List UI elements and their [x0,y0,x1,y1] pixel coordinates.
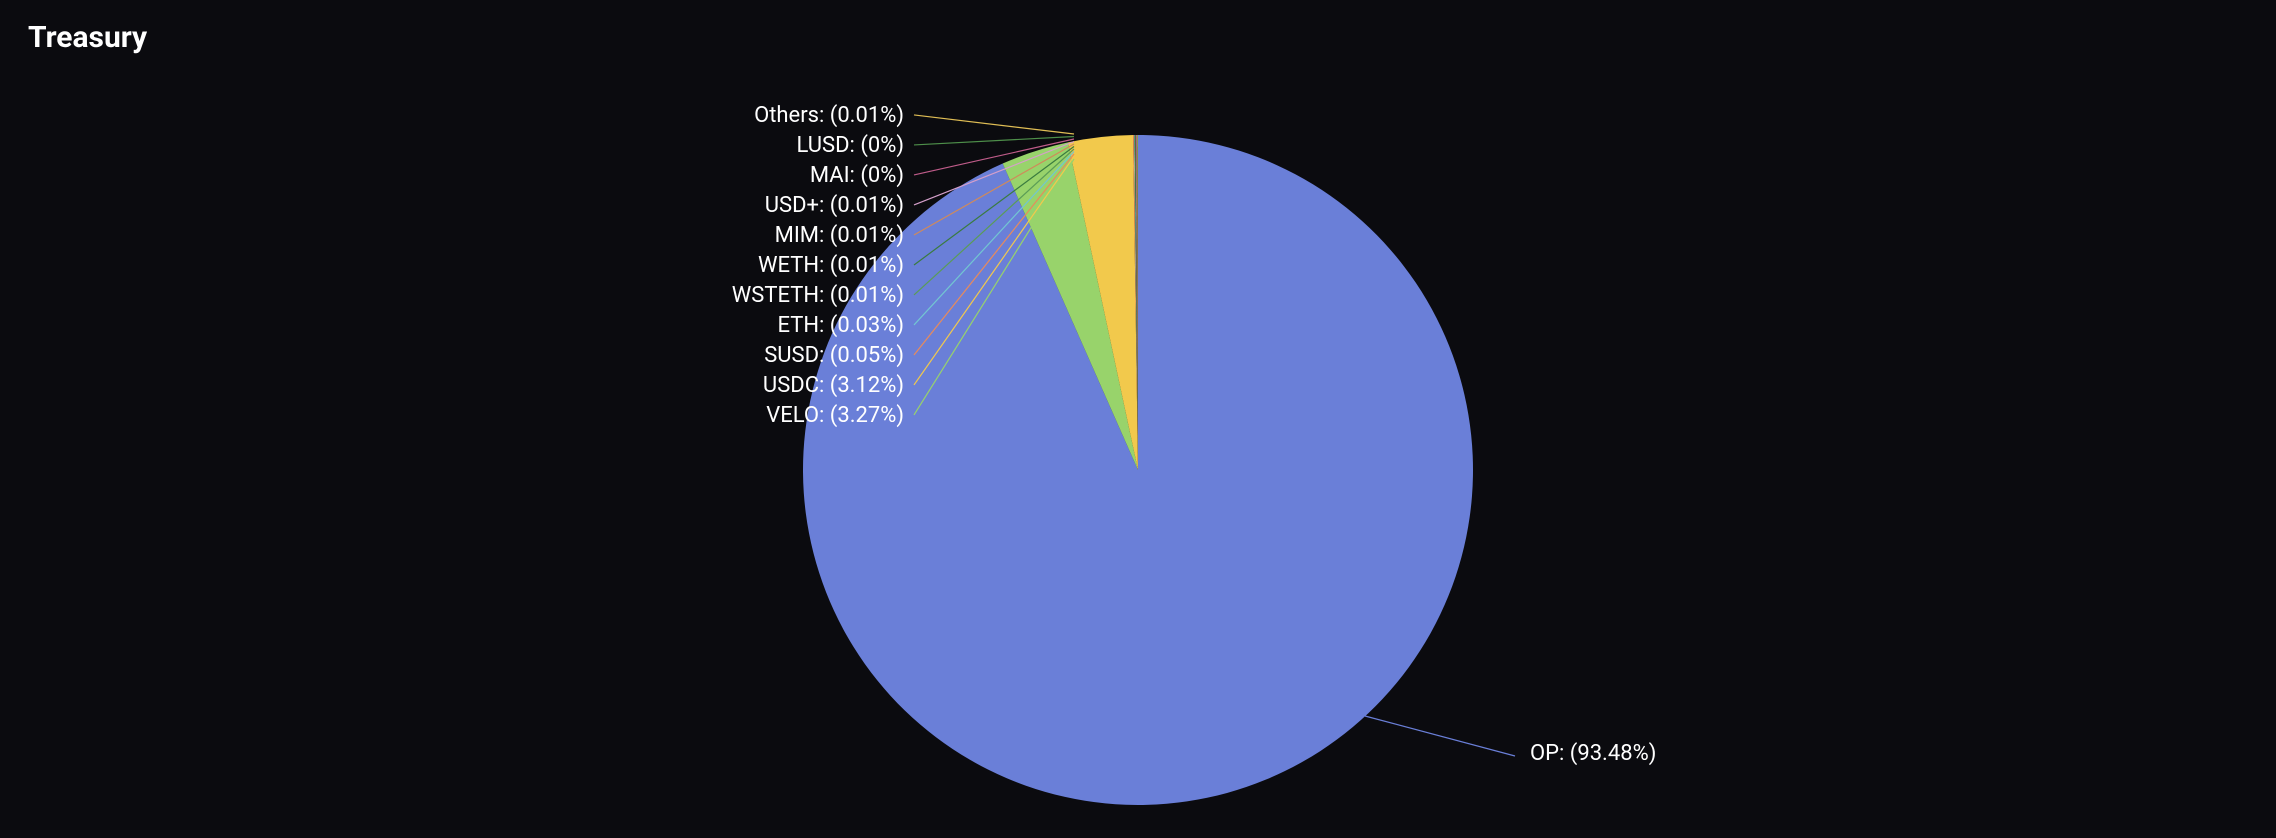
leader-others [914,115,1074,134]
label-mai: MAI: (0%) [810,163,904,188]
leader-lusd [914,137,1074,145]
label-others: Others: (0.01%) [754,103,904,128]
label-eth: ETH: (0.03%) [777,313,904,338]
label-usd-: USD+: (0.01%) [765,193,904,218]
treasury-pie-chart: OP: (93.48%) Others: (0.01%) LUSD: (0%) MAI… [0,0,2276,838]
label-lusd: LUSD: (0%) [797,133,905,158]
label-usdc: USDC: (3.12%) [763,373,904,398]
label-susd: SUSD: (0.05%) [764,343,904,368]
leader-op [1365,716,1515,756]
pie-svg: OP: (93.48%) Others: (0.01%) LUSD: (0%) MAI… [0,0,2276,838]
label-mim: MIM: (0.01%) [775,223,904,248]
label-weth: WETH: (0.01%) [758,253,904,278]
label-velo: VELO: (3.27%) [766,403,904,428]
label-op: OP: (93.48%) [1530,741,1656,766]
label-wsteth: WSTETH: (0.01%) [732,283,904,308]
